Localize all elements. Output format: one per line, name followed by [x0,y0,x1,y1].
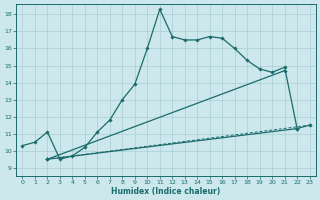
X-axis label: Humidex (Indice chaleur): Humidex (Indice chaleur) [111,187,221,196]
